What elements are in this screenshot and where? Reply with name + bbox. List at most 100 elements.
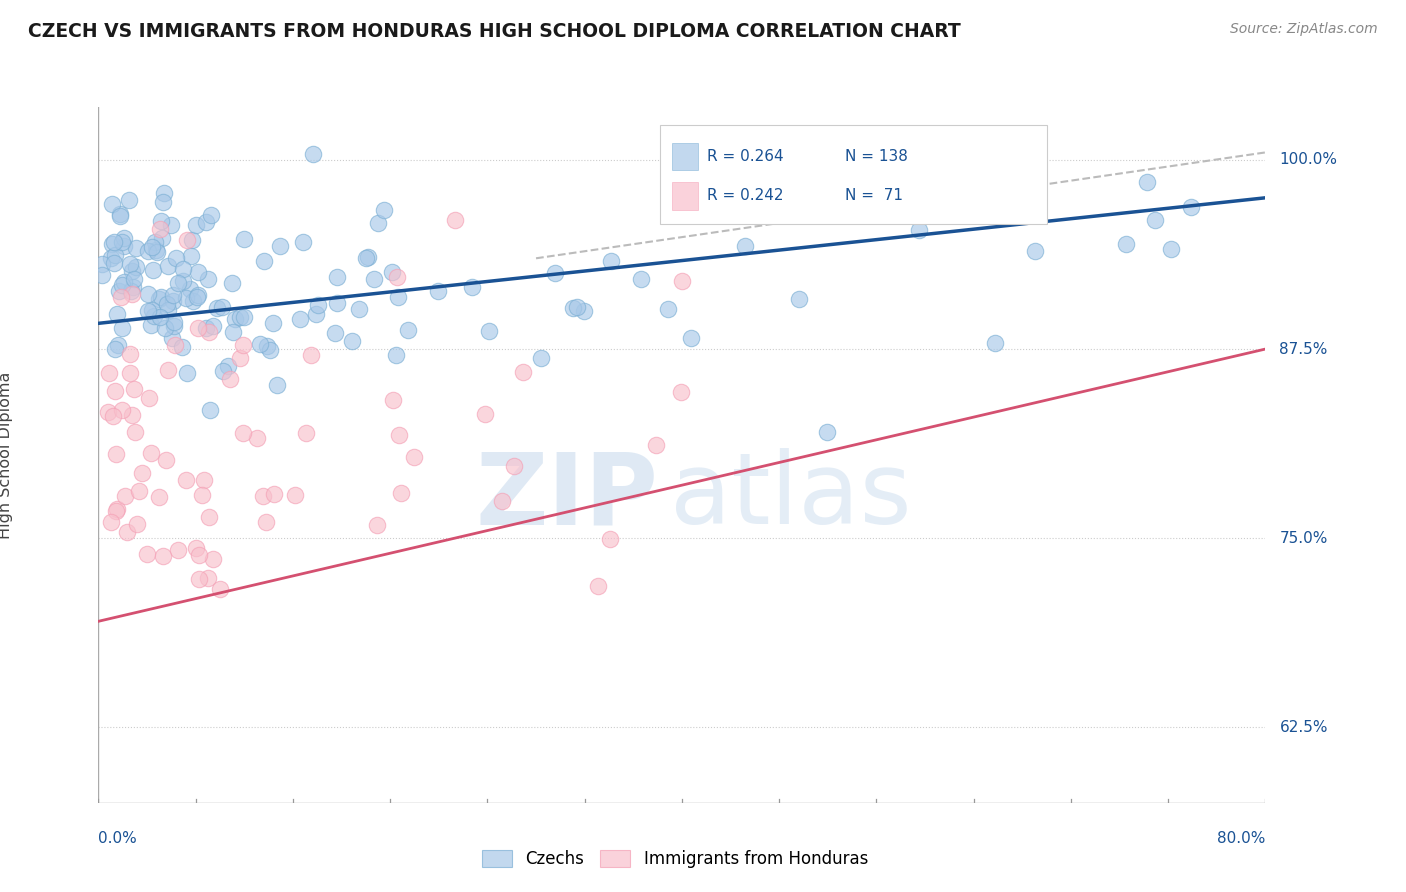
Point — [111, 235, 134, 249]
Point — [186, 290, 208, 304]
Point — [572, 304, 595, 318]
Point — [512, 365, 534, 379]
Point — [136, 244, 159, 258]
Point — [256, 339, 278, 353]
Point — [174, 473, 197, 487]
Point — [233, 232, 256, 246]
Point — [1115, 237, 1137, 252]
Point — [149, 290, 172, 304]
Point — [148, 292, 170, 306]
Point — [387, 289, 409, 303]
Point — [907, 222, 929, 236]
Point — [187, 265, 209, 279]
Point — [291, 235, 314, 249]
Point — [136, 547, 159, 561]
Text: atlas: atlas — [671, 448, 912, 545]
Point — [112, 230, 135, 244]
Point — [153, 321, 176, 335]
Point — [263, 316, 285, 330]
Point — [221, 277, 243, 291]
Point — [157, 302, 180, 317]
Point — [180, 233, 202, 247]
Point — [232, 310, 254, 324]
Point — [222, 325, 245, 339]
Point — [101, 236, 124, 251]
Point — [103, 256, 125, 270]
Point — [218, 372, 240, 386]
Point — [172, 275, 194, 289]
Point — [671, 274, 693, 288]
Point — [162, 294, 184, 309]
Point — [142, 262, 165, 277]
Point — [176, 234, 198, 248]
Point — [98, 366, 121, 380]
Point — [121, 287, 143, 301]
Point — [645, 438, 668, 452]
Point — [586, 579, 609, 593]
Point — [325, 270, 347, 285]
Point — [263, 487, 285, 501]
Point — [125, 260, 148, 274]
Point — [131, 466, 153, 480]
Point — [253, 253, 276, 268]
Point — [107, 337, 129, 351]
Point — [198, 403, 221, 417]
Point — [188, 548, 211, 562]
Point — [145, 244, 167, 258]
Point — [149, 222, 172, 236]
Point — [174, 291, 197, 305]
Point — [180, 249, 202, 263]
Point — [367, 216, 389, 230]
Point — [366, 518, 388, 533]
Point — [186, 541, 208, 556]
Point — [138, 392, 160, 406]
Point — [197, 571, 219, 585]
Point — [103, 384, 125, 398]
Point — [562, 301, 585, 315]
Point — [600, 253, 623, 268]
Point — [141, 240, 163, 254]
Point — [162, 331, 184, 345]
Point — [118, 193, 141, 207]
Point — [163, 338, 186, 352]
Point — [120, 347, 142, 361]
Point — [125, 241, 148, 255]
Point — [139, 446, 162, 460]
Point — [787, 292, 810, 306]
Point — [122, 279, 145, 293]
Point — [152, 549, 174, 564]
Point — [100, 197, 122, 211]
Point — [307, 298, 329, 312]
Point — [172, 261, 194, 276]
Point — [105, 307, 128, 321]
Text: N =  71: N = 71 — [845, 188, 903, 203]
Point — [205, 301, 228, 315]
Point — [120, 284, 142, 298]
Point — [1180, 200, 1202, 214]
Text: Source: ZipAtlas.com: Source: ZipAtlas.com — [1230, 22, 1378, 37]
Point — [461, 280, 484, 294]
Text: 87.5%: 87.5% — [1279, 342, 1327, 357]
Point — [657, 301, 679, 316]
Point — [246, 431, 269, 445]
Point — [229, 351, 252, 366]
Point — [104, 248, 127, 262]
Point — [426, 285, 449, 299]
Point — [232, 425, 254, 440]
Point — [217, 359, 239, 373]
Point — [163, 315, 186, 329]
Point — [146, 244, 169, 259]
Point — [150, 214, 173, 228]
Point — [128, 484, 150, 499]
Point — [478, 324, 501, 338]
Text: CZECH VS IMMIGRANTS FROM HONDURAS HIGH SCHOOL DIPLOMA CORRELATION CHART: CZECH VS IMMIGRANTS FROM HONDURAS HIGH S… — [28, 22, 960, 41]
Point — [385, 270, 408, 285]
Point — [136, 303, 159, 318]
Point — [212, 364, 235, 378]
Point — [770, 198, 793, 212]
Point — [121, 264, 143, 278]
Point — [357, 250, 380, 264]
FancyBboxPatch shape — [659, 125, 1046, 224]
Point — [396, 323, 419, 337]
Point — [734, 239, 756, 253]
